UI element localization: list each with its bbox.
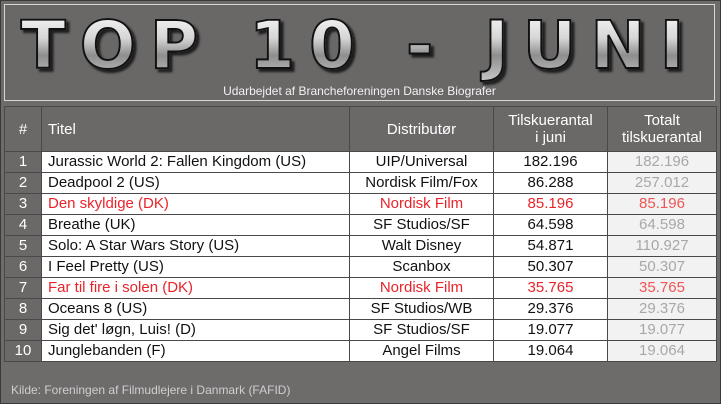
rank-cell: 6 bbox=[4, 256, 42, 278]
header-month-line2: i juni bbox=[535, 129, 566, 146]
top10-table: # Titel Distributør Tilskuerantal i juni… bbox=[4, 106, 717, 362]
table-header-row: # Titel Distributør Tilskuerantal i juni… bbox=[4, 106, 717, 152]
title-cell: Far til fire i solen (DK) bbox=[41, 277, 350, 299]
banner-title: TOP 10 - JUNI bbox=[5, 6, 714, 85]
distributor-cell: Nordisk Film bbox=[349, 277, 494, 299]
total-admissions-cell: 182.196 bbox=[607, 151, 717, 173]
title-cell: Den skyldige (DK) bbox=[41, 193, 350, 215]
month-admissions-cell: 86.288 bbox=[493, 172, 608, 194]
header-total-line1: Totalt bbox=[644, 112, 680, 129]
distributor-cell: UIP/Universal bbox=[349, 151, 494, 173]
header-month-admissions: Tilskuerantal i juni bbox=[493, 106, 608, 152]
total-admissions-cell: 50.307 bbox=[607, 256, 717, 278]
header-total-line2: tilskuerantal bbox=[621, 129, 703, 146]
total-admissions-cell: 29.376 bbox=[607, 298, 717, 320]
title-cell: Sig det' løgn, Luis! (D) bbox=[41, 319, 350, 341]
rank-cell: 2 bbox=[4, 172, 42, 194]
title-cell: I Feel Pretty (US) bbox=[41, 256, 350, 278]
table-row: 3 Den skyldige (DK) Nordisk Film 85.196 85.1… bbox=[4, 193, 717, 215]
rank-cell: 10 bbox=[4, 340, 42, 362]
source-note: Kilde: Foreningen af Filmudlejere i Danm… bbox=[11, 383, 291, 397]
title-cell: Jurassic World 2: Fallen Kingdom (US) bbox=[41, 151, 350, 173]
table-row: 10 Junglebanden (F) Angel Films 19.064 19.06… bbox=[4, 340, 717, 362]
rank-cell: 4 bbox=[4, 214, 42, 236]
month-admissions-cell: 54.871 bbox=[493, 235, 608, 257]
title-cell: Junglebanden (F) bbox=[41, 340, 350, 362]
header-month-line1: Tilskuerantal bbox=[508, 112, 593, 129]
total-admissions-cell: 35.765 bbox=[607, 277, 717, 299]
table-row: 2 Deadpool 2 (US) Nordisk Film/Fox 86.288 25… bbox=[4, 172, 717, 194]
distributor-cell: Walt Disney bbox=[349, 235, 494, 257]
header-title: Titel bbox=[41, 106, 350, 152]
total-admissions-cell: 19.077 bbox=[607, 319, 717, 341]
month-admissions-cell: 50.307 bbox=[493, 256, 608, 278]
rank-cell: 3 bbox=[4, 193, 42, 215]
month-admissions-cell: 19.077 bbox=[493, 319, 608, 341]
header-total-admissions: Totalt tilskuerantal bbox=[607, 106, 717, 152]
banner: TOP 10 - JUNI Udarbejdet af Brancheforen… bbox=[4, 4, 715, 101]
distributor-cell: Nordisk Film/Fox bbox=[349, 172, 494, 194]
title-cell: Deadpool 2 (US) bbox=[41, 172, 350, 194]
banner-subtitle: Udarbejdet af Brancheforeningen Danske B… bbox=[223, 84, 496, 98]
total-admissions-cell: 64.598 bbox=[607, 214, 717, 236]
distributor-cell: Angel Films bbox=[349, 340, 494, 362]
distributor-cell: SF Studios/SF bbox=[349, 319, 494, 341]
total-admissions-cell: 257.012 bbox=[607, 172, 717, 194]
title-cell: Oceans 8 (US) bbox=[41, 298, 350, 320]
total-admissions-cell: 85.196 bbox=[607, 193, 717, 215]
rank-cell: 1 bbox=[4, 151, 42, 173]
header-distributor: Distributør bbox=[349, 106, 494, 152]
table-body: 1 Jurassic World 2: Fallen Kingdom (US) UI… bbox=[4, 151, 717, 362]
rank-cell: 7 bbox=[4, 277, 42, 299]
distributor-cell: Scanbox bbox=[349, 256, 494, 278]
table-row: 1 Jurassic World 2: Fallen Kingdom (US) UI… bbox=[4, 151, 717, 173]
distributor-cell: SF Studios/WB bbox=[349, 298, 494, 320]
table-row: 4 Breathe (UK) SF Studios/SF 64.598 64.598 bbox=[4, 214, 717, 236]
title-cell: Breathe (UK) bbox=[41, 214, 350, 236]
distributor-cell: SF Studios/SF bbox=[349, 214, 494, 236]
month-admissions-cell: 64.598 bbox=[493, 214, 608, 236]
month-admissions-cell: 182.196 bbox=[493, 151, 608, 173]
total-admissions-cell: 110.927 bbox=[607, 235, 717, 257]
month-admissions-cell: 85.196 bbox=[493, 193, 608, 215]
table-row: 8 Oceans 8 (US) SF Studios/WB 29.376 29.376 bbox=[4, 298, 717, 320]
month-admissions-cell: 35.765 bbox=[493, 277, 608, 299]
table-row: 7 Far til fire i solen (DK) Nordisk Film 35… bbox=[4, 277, 717, 299]
rank-cell: 9 bbox=[4, 319, 42, 341]
total-admissions-cell: 19.064 bbox=[607, 340, 717, 362]
month-admissions-cell: 29.376 bbox=[493, 298, 608, 320]
distributor-cell: Nordisk Film bbox=[349, 193, 494, 215]
title-cell: Solo: A Star Wars Story (US) bbox=[41, 235, 350, 257]
rank-cell: 5 bbox=[4, 235, 42, 257]
table-row: 9 Sig det' løgn, Luis! (D) SF Studios/SF 19… bbox=[4, 319, 717, 341]
header-rank: # bbox=[4, 106, 42, 152]
rank-cell: 8 bbox=[4, 298, 42, 320]
table-row: 5 Solo: A Star Wars Story (US) Walt Disney… bbox=[4, 235, 717, 257]
month-admissions-cell: 19.064 bbox=[493, 340, 608, 362]
